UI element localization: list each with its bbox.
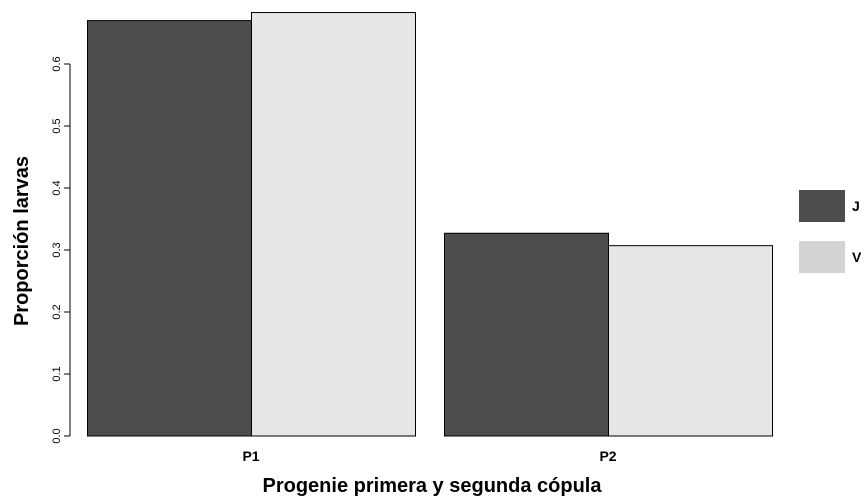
y-tick-label: 0.5: [51, 118, 63, 133]
legend: JV: [799, 190, 862, 273]
y-tick-label: 0.6: [51, 56, 63, 71]
bar-p1-v: [251, 12, 416, 437]
y-tick-label: 0.3: [51, 242, 63, 257]
legend-swatch-j: [799, 190, 845, 222]
bar-p2-j: [444, 232, 609, 437]
legend-swatch-v: [799, 241, 845, 273]
y-tick-label: 0.1: [51, 366, 63, 381]
bar-p2-v: [608, 245, 773, 437]
x-axis-title: Progenie primera y segunda cópula: [263, 475, 603, 497]
legend-label-j: J: [852, 198, 860, 214]
bar-p1-j: [87, 20, 252, 437]
x-category-labels: P1 P2: [242, 448, 616, 464]
y-tick-label: 0.2: [51, 304, 63, 319]
y-tick-label: 0.0: [51, 428, 63, 443]
x-category-label: P1: [242, 448, 259, 464]
y-axis: 0.0 0.1 0.2 0.3 0.4 0.5 0.6: [51, 56, 71, 444]
legend-label-v: V: [852, 249, 862, 265]
x-category-label: P2: [599, 448, 616, 464]
y-axis-title: Proporción larvas: [11, 156, 33, 326]
y-tick-label: 0.4: [51, 180, 63, 195]
bars: [87, 12, 773, 437]
